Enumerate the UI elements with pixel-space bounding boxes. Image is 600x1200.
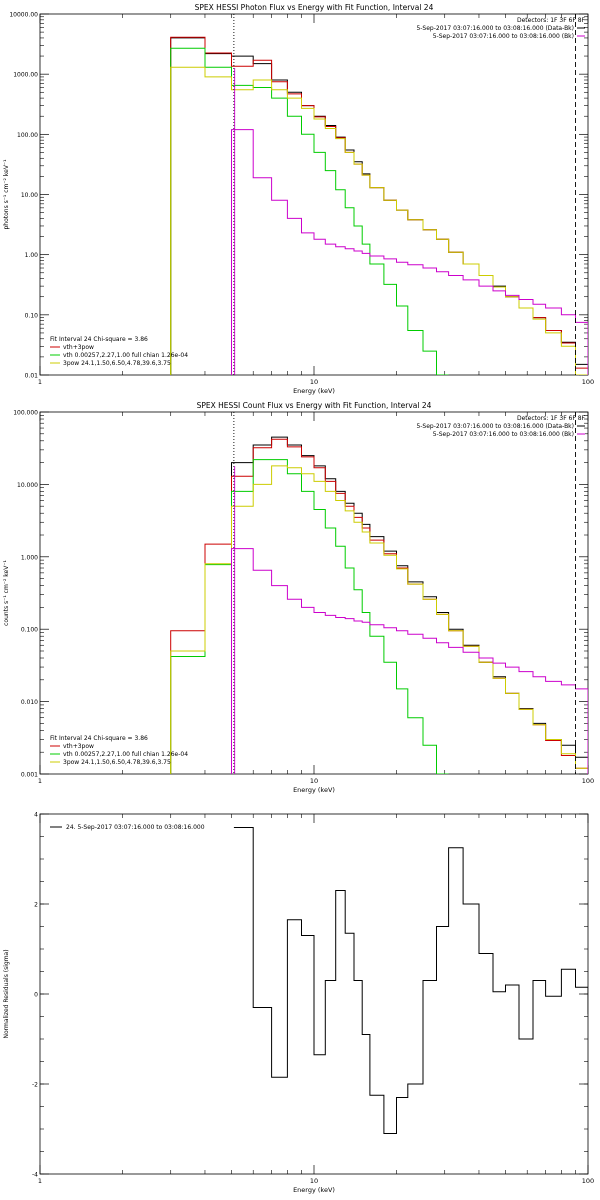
legend-title: Fit Interval 24 Chi-square = 3.86 <box>50 336 148 343</box>
plot-area <box>170 412 588 774</box>
legend-entry: vth 0.00257,2.27,1.00 full chian 1.26e-0… <box>63 352 188 359</box>
y-tick-label: -4 <box>32 1172 38 1179</box>
y-axis-label: photons s⁻¹ cm⁻² keV⁻¹ <box>3 159 10 230</box>
series-line-2 <box>170 47 449 375</box>
x-tick-label: 100 <box>582 1177 594 1185</box>
time-range-label: 5-Sep-2017 03:07:16.000 to 03:08:16.000 … <box>416 423 574 430</box>
plot-area <box>170 14 588 375</box>
x-tick-label: 100 <box>582 378 594 386</box>
y-tick-label: 4 <box>34 812 38 819</box>
plot-frame <box>39 13 589 376</box>
legend-title: Fit Interval 24 Chi-square = 3.86 <box>50 735 148 742</box>
y-tick-label: 1000.00 <box>13 72 38 79</box>
x-axis-label: Energy (keV) <box>293 1186 335 1194</box>
chart-title: SPEX HESSI Photon Flux vs Energy with Fi… <box>195 3 434 12</box>
y-tick-label: 10.00 <box>21 192 38 199</box>
legend-entry: vth 0.00257,2.27,1.00 full chian 1.26e-0… <box>63 751 188 758</box>
y-tick-label: 0.001 <box>21 772 38 779</box>
chart-title: SPEX HESSI Count Flux vs Energy with Fit… <box>197 401 432 410</box>
x-axis-label: Energy (keV) <box>293 387 335 395</box>
y-tick-label: 0.100 <box>21 627 38 634</box>
legend-entry: 3pow 24.1,1.50,6.50,4.78,39.6,3.75 <box>63 759 171 766</box>
y-axis-label: Normalized Residuals (sigma) <box>3 949 10 1038</box>
y-tick-label: 10.000 <box>17 482 38 489</box>
series-line-1 <box>170 438 588 774</box>
series-line-4 <box>231 129 588 375</box>
detectors-label: Detectors: 1F 3F 6F 8F <box>517 415 586 422</box>
x-tick-label: 1 <box>38 378 42 386</box>
legend-entry: vth+3pow <box>63 344 94 351</box>
x-tick-label: 1 <box>38 1177 42 1185</box>
y-tick-label: 0.10 <box>25 312 39 319</box>
photon-flux-panel: SPEX HESSI Photon Flux vs Energy with Fi… <box>3 3 594 395</box>
series-line-3 <box>170 465 588 774</box>
y-tick-label: 100.00 <box>17 132 38 139</box>
legend-entry: 24. 5-Sep-2017 03:07:16.000 to 03:08:16.… <box>66 824 205 831</box>
x-tick-label: 10 <box>310 378 318 386</box>
series-line-3 <box>170 66 588 375</box>
x-tick-label: 1 <box>38 777 42 785</box>
time-range-label: 5-Sep-2017 03:07:16.000 to 03:08:16.000 … <box>433 431 574 438</box>
y-tick-label: 1.00 <box>25 252 39 259</box>
series-line-0 <box>231 436 588 774</box>
x-tick-label: 10 <box>310 1177 318 1185</box>
series-line-2 <box>170 459 449 774</box>
series-line-4 <box>231 548 588 774</box>
y-tick-label: 10000.00 <box>9 12 38 19</box>
residuals-panel: 1 10 100 -4 -2 0 2 4 Energy (keV) Normalized Resi… <box>3 812 594 1195</box>
time-range-label: 5-Sep-2017 03:07:16.000 to 03:08:16.000 … <box>433 33 574 40</box>
x-axis-label: Energy (keV) <box>293 786 335 794</box>
legend-entry: vth+3pow <box>63 743 94 750</box>
y-tick-label: 100.000 <box>13 410 38 417</box>
plot-area <box>233 827 588 1134</box>
y-axis-label: counts s⁻¹ cm⁻² keV⁻¹ <box>3 560 10 626</box>
y-tick-label: 0 <box>34 992 38 999</box>
series-line-0 <box>233 827 588 1134</box>
series-line-0 <box>170 37 588 375</box>
y-tick-label: 0.01 <box>25 373 39 380</box>
x-tick-label: 100 <box>582 777 594 785</box>
series-line-1 <box>170 36 588 375</box>
legend-entry: 3pow 24.1,1.50,6.50,4.78,39.6,3.75 <box>63 360 171 367</box>
y-tick-label: 0.010 <box>21 699 38 706</box>
y-tick-label: 1.000 <box>21 554 38 561</box>
y-tick-label: 2 <box>34 902 38 909</box>
x-tick-label: 10 <box>310 777 318 785</box>
detectors-label: Detectors: 1F 3F 6F 8F <box>517 17 586 24</box>
time-range-label: 5-Sep-2017 03:07:16.000 to 03:08:16.000 … <box>416 25 574 32</box>
y-tick-label: -2 <box>32 1082 38 1089</box>
count-flux-panel: SPEX HESSI Count Flux vs Energy with Fit… <box>3 401 594 794</box>
